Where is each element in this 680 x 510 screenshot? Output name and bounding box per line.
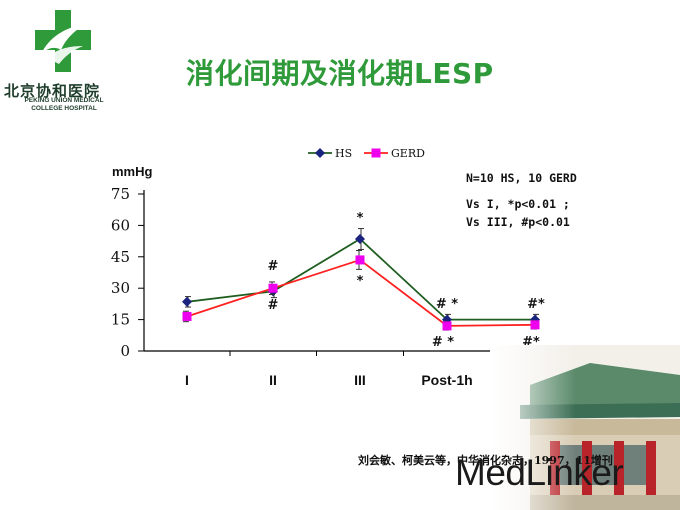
- logo-english-name: PEKING UNION MEDICAL COLLEGE HOSPITAL: [4, 97, 124, 113]
- x-tick-label: Post-1h: [421, 372, 472, 388]
- x-tick-label: III: [354, 372, 366, 388]
- legend-item-hs: HS: [308, 146, 352, 160]
- logo-english-line2: COLLEGE HOSPITAL: [31, 105, 97, 112]
- watermark-text: MedLinker: [455, 452, 624, 493]
- hospital-building-image: [490, 345, 680, 510]
- x-tick-label: II: [269, 372, 277, 388]
- data-point-gerd: [182, 311, 192, 321]
- logo-chinese-name: 北京协和医院: [4, 82, 101, 100]
- significance-note-vs-iii: Vs III, #p<0.01: [466, 215, 570, 229]
- data-point-gerd: [530, 320, 540, 330]
- data-point-gerd: [442, 321, 452, 331]
- y-tick-label: 45: [111, 248, 130, 266]
- hospital-emblem-icon: [35, 10, 91, 72]
- y-tick-label: 75: [111, 185, 130, 203]
- data-point-hs: [355, 234, 365, 245]
- legend-swatch-hs: [308, 148, 332, 158]
- significance-label: # *: [432, 335, 454, 350]
- y-tick-label: 60: [111, 216, 130, 234]
- significance-note-vs-i: Vs I, *p<0.01 ;: [466, 197, 570, 211]
- legend-swatch-gerd: [364, 148, 388, 158]
- data-point-hs: [182, 296, 192, 307]
- hospital-logo: 北京协和医院 PEKING UNION MEDICAL COLLEGE HOSP…: [0, 0, 125, 125]
- y-tick-label: 0: [120, 342, 130, 360]
- citation-text: 刘会敏、柯美云等，中华消化杂志，1997，11增刊: [358, 454, 613, 467]
- y-axis-title: mmHg: [112, 164, 153, 179]
- data-point-gerd: [268, 283, 278, 293]
- significance-label: *: [357, 211, 364, 226]
- significance-label: #*: [527, 297, 545, 312]
- y-tick-label: 15: [111, 311, 130, 329]
- legend-label-gerd: GERD: [391, 146, 425, 160]
- legend-label-hs: HS: [335, 146, 353, 160]
- y-tick-label: 30: [111, 279, 130, 297]
- significance-label: *: [357, 274, 364, 289]
- significance-label: # *: [436, 297, 458, 312]
- logo-english-line1: PEKING UNION MEDICAL: [24, 97, 104, 104]
- significance-label: #: [268, 259, 279, 274]
- sample-size-note: N=10 HS, 10 GERD: [466, 171, 577, 185]
- legend-item-gerd: GERD: [364, 146, 425, 160]
- significance-label: #: [268, 298, 279, 313]
- data-point-gerd: [355, 255, 365, 265]
- slide-title: 消化间期及消化期LESP: [186, 57, 494, 90]
- x-tick-label: I: [185, 372, 189, 388]
